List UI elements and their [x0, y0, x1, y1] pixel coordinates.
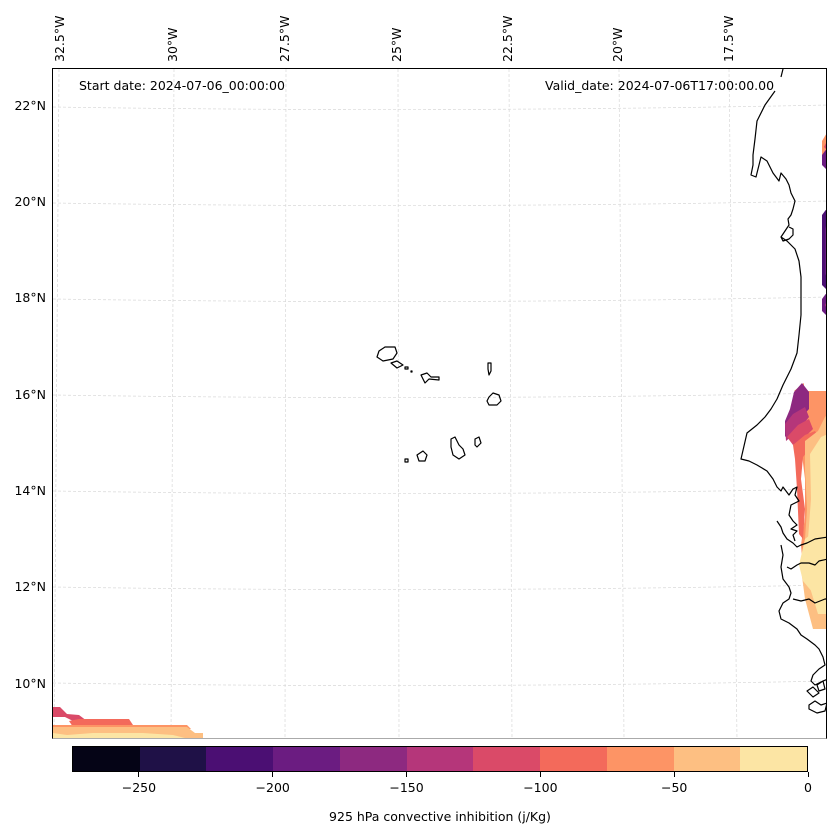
lon-tick-label: 27.5°W: [277, 15, 292, 62]
lat-tick-label: 12°N: [14, 579, 46, 594]
map-svg: [53, 69, 826, 738]
colorbar-tick-label: −200: [255, 780, 290, 795]
colorbar-tick: [807, 772, 809, 777]
island-razo: [410, 370, 413, 373]
colorbar-segment: [673, 747, 741, 771]
start-date-label: Start date: 2024-07-06_00:00:00: [79, 78, 285, 93]
lon-tick-label: 22.5°W: [500, 15, 515, 62]
lat-tick-label: 10°N: [14, 676, 46, 691]
contour-mid-strip-low: [822, 293, 826, 315]
gridline-lon-20: [618, 69, 625, 738]
island-sao-vicente: [390, 360, 404, 369]
colorbar-segment: [206, 747, 274, 771]
coastlines: [376, 69, 826, 714]
colorbar-tick-label: −150: [389, 780, 424, 795]
colorbar: [72, 746, 808, 772]
contour-sw-cream: [53, 733, 185, 738]
colorbar-label: 925 hPa convective inhibition (j/Kg): [329, 809, 551, 824]
colorbar-tick-label: −100: [523, 780, 558, 795]
colorbar-tick: [406, 772, 408, 777]
colorbar-tick: [272, 772, 274, 777]
colorbar-tick: [539, 772, 541, 777]
colorbar-segment: [406, 747, 474, 771]
gridline-lat-12: [53, 584, 826, 590]
gridline-lon-17.5: [728, 69, 738, 738]
lon-tick-label: 20°W: [610, 27, 625, 62]
gridline-lat-10: [53, 680, 826, 686]
cin-contours: [53, 134, 826, 738]
colorbar-segment: [339, 747, 407, 771]
lat-tick-label: 14°N: [14, 483, 46, 498]
contour-senegal-salmon: [793, 431, 819, 539]
lat-tick-label: 20°N: [14, 194, 46, 209]
gridline-lon-22.5: [508, 69, 513, 738]
island-santiago: [450, 436, 466, 460]
contour-north-strip-red: [824, 143, 826, 149]
colorbar-segment: [606, 747, 674, 771]
gridline-lat-14: [53, 488, 826, 494]
gridline-lat-18: [53, 296, 826, 302]
gridline-lon-27.5: [284, 69, 287, 738]
colorbar-segment: [273, 747, 340, 771]
gridline-lat-22: [53, 104, 826, 110]
coastline-africa-west: [740, 69, 826, 714]
island-santa-luzia: [404, 366, 409, 370]
lon-tick-label: 25°W: [389, 27, 404, 62]
colorbar-segment: [73, 747, 140, 771]
gridline-lat-16: [53, 392, 826, 398]
island-brava: [404, 458, 409, 463]
lon-tick-label: 30°W: [165, 27, 180, 62]
contour-senegal-purple-2: [785, 407, 809, 441]
contour-north-strip-purple: [822, 149, 826, 169]
gridline-lat-20: [53, 200, 826, 206]
gridlines: [53, 69, 826, 738]
lon-tick-label: 32.5°W: [52, 15, 67, 62]
island-maio: [474, 436, 482, 448]
gridline-lon-32.5: [53, 69, 60, 738]
contour-mid-strip-low-red: [825, 303, 826, 307]
contour-sw-red: [53, 707, 87, 723]
lat-tick-label: 16°N: [14, 387, 46, 402]
lat-tick-label: 18°N: [14, 290, 46, 305]
colorbar-segment: [540, 747, 607, 771]
colorbar-tick: [673, 772, 675, 777]
lat-tick-label: 22°N: [14, 98, 46, 113]
valid-date-label: Valid_date: 2024-07-06T17:00:00.00: [545, 78, 775, 93]
contour-mid-strip-dark: [822, 209, 826, 289]
lon-tick-label: 17.5°W: [721, 15, 736, 62]
colorbar-tick-label: −50: [660, 780, 688, 795]
colorbar-segment: [740, 747, 808, 771]
colorbar-tick-label: 0: [804, 780, 812, 795]
gridline-lon-30: [170, 69, 175, 738]
colorbar-segment: [139, 747, 207, 771]
map-plot-area: [52, 68, 827, 739]
island-sal: [487, 362, 492, 376]
island-fogo: [416, 450, 428, 462]
colorbar-tick: [138, 772, 140, 777]
island-santo-antao: [376, 346, 398, 362]
contour-mid-strip-purple: [825, 225, 826, 276]
colorbar-tick-label: −250: [121, 780, 157, 795]
gridline-lon-25: [397, 69, 400, 738]
colorbar-segment: [473, 747, 541, 771]
contour-senegal-red: [787, 419, 813, 445]
island-boa-vista: [486, 392, 502, 406]
island-sao-nicolau: [420, 372, 440, 384]
